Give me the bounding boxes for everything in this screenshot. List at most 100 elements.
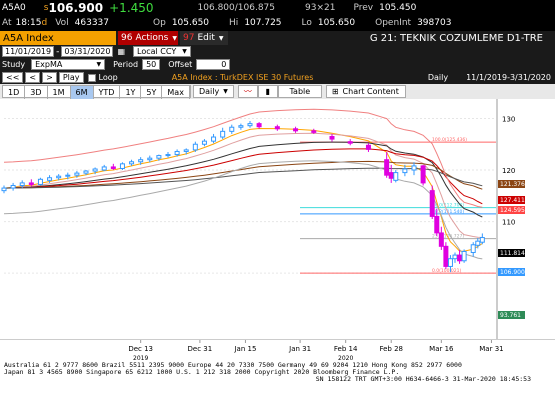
x-axis-svg: Dec 13 2019 Dec 31 Jan 15 Jan 31 Feb 14 2020 Fe… bbox=[128, 340, 504, 362]
tab-5y[interactable]: 5Y bbox=[141, 86, 163, 99]
open-interest-value: 398703 bbox=[417, 18, 452, 28]
actions-number: 96 bbox=[121, 33, 133, 43]
frequency-select[interactable]: Daily ▼ bbox=[192, 85, 234, 98]
right-value-label: 106.900 bbox=[500, 269, 525, 276]
x-tick-label: Mar 16 bbox=[429, 345, 454, 353]
chart-svg: 100110120130100.0(125.436)50.0(112.700)3… bbox=[1, 99, 525, 339]
candle-body bbox=[452, 254, 458, 260]
upper-band-line bbox=[3, 108, 483, 208]
right-value-badge bbox=[498, 196, 525, 204]
step-forward-button[interactable]: > bbox=[42, 72, 57, 83]
tab-1m[interactable]: 1M bbox=[48, 86, 71, 99]
candle-body bbox=[156, 155, 162, 159]
candle-body bbox=[101, 166, 107, 171]
x-tick-label: Dec 31 bbox=[188, 345, 213, 353]
loop-checkbox[interactable] bbox=[87, 73, 96, 82]
candle-body bbox=[311, 130, 317, 133]
bid-ask-size: 93×21 bbox=[305, 3, 336, 13]
timeframe-tabs: 1D 3D 1M 6M YTD 1Y 5Y Max Daily ▼ 〰 ▮ Table ⊞ C… bbox=[0, 84, 555, 99]
candle-body bbox=[138, 159, 144, 163]
prev-label: Prev bbox=[353, 3, 374, 13]
candle-body bbox=[19, 182, 25, 186]
x-tick-label: Dec 13 bbox=[128, 345, 153, 353]
table-button[interactable]: Table bbox=[277, 85, 322, 98]
y-tick-label: 120 bbox=[502, 167, 515, 175]
moving-average-line bbox=[3, 141, 483, 218]
tab-1d[interactable]: 1D bbox=[3, 86, 26, 99]
study-label: Study bbox=[2, 60, 26, 69]
line-chart-button[interactable]: 〰 bbox=[237, 85, 258, 98]
right-value-label: 124.595 bbox=[500, 207, 525, 214]
tab-max[interactable]: Max bbox=[162, 86, 190, 99]
candle-body bbox=[28, 182, 34, 185]
last-price: 106.900 bbox=[48, 1, 104, 15]
start-date-field[interactable]: 11/01/2019 bbox=[2, 46, 55, 57]
candle-body bbox=[74, 172, 80, 176]
candle-body bbox=[183, 149, 189, 152]
low-label: Lo bbox=[301, 18, 312, 28]
candle-body bbox=[211, 136, 217, 142]
candle-body bbox=[438, 232, 444, 247]
play-button[interactable]: Play bbox=[58, 72, 84, 83]
currency-select[interactable]: Local CCY ▼ bbox=[133, 46, 191, 57]
x-tick-label: Mar 31 bbox=[479, 345, 503, 353]
tab-ytd[interactable]: YTD bbox=[94, 86, 121, 99]
candle-body bbox=[147, 157, 153, 161]
open-interest-label: OpenInt bbox=[375, 18, 412, 28]
candle-body bbox=[388, 172, 394, 179]
step-forward-icon: > bbox=[46, 73, 53, 82]
timeframe-tab-group: 1D 3D 1M 6M YTD 1Y 5Y Max bbox=[2, 85, 191, 99]
security-input[interactable]: A5A Index bbox=[0, 31, 116, 45]
right-value-badge bbox=[498, 206, 525, 214]
tab-6m[interactable]: 6M bbox=[70, 86, 94, 99]
candle-body bbox=[365, 144, 371, 150]
chart-content-button[interactable]: ⊞ Chart Content bbox=[325, 85, 406, 98]
offset-label: Offset bbox=[168, 60, 193, 69]
candle-body bbox=[434, 215, 440, 234]
period-label: Period bbox=[113, 60, 139, 69]
edit-menu[interactable]: 97 Edit ▼ bbox=[180, 31, 228, 45]
period-input[interactable]: 50 bbox=[142, 59, 161, 70]
x-year-label: 2019 bbox=[133, 355, 148, 362]
chevron-down-icon: ▼ bbox=[172, 34, 177, 42]
tab-1y[interactable]: 1Y bbox=[120, 86, 142, 99]
rewind-button[interactable]: << bbox=[2, 72, 24, 83]
candle-body bbox=[420, 165, 426, 184]
playback-bar: << < > Play Loop A5A Index : TurkDEX ISE… bbox=[0, 71, 555, 84]
candle-body bbox=[220, 130, 226, 138]
right-value-label: 121.376 bbox=[500, 181, 525, 188]
open-label: Op bbox=[153, 18, 166, 28]
price-chart[interactable]: 100110120130100.0(125.436)50.0(112.700)3… bbox=[0, 99, 555, 339]
step-back-icon: < bbox=[29, 73, 37, 82]
candle-body bbox=[470, 244, 476, 254]
candle-body bbox=[479, 237, 485, 243]
prev-value: 105.450 bbox=[379, 3, 417, 13]
candle-body bbox=[229, 126, 235, 132]
grid-icon: ⊞ bbox=[331, 87, 339, 96]
actions-menu[interactable]: 96 Actions ▼ bbox=[118, 31, 178, 45]
offset-input[interactable]: 0 bbox=[196, 59, 231, 70]
y-tick-label: 130 bbox=[502, 115, 515, 123]
open-value: 105.650 bbox=[171, 18, 210, 28]
actions-label: Actions bbox=[135, 33, 169, 43]
moving-average-line bbox=[3, 167, 483, 189]
right-value-badge bbox=[498, 268, 525, 276]
candle-chart-button[interactable]: ▮ bbox=[257, 85, 278, 98]
lower-band-line bbox=[3, 160, 483, 260]
x-tick-label: Jan 15 bbox=[233, 345, 256, 353]
end-date-field[interactable]: 03/31/2020 bbox=[61, 46, 114, 57]
candle-body bbox=[274, 126, 280, 130]
footer: Australia 61 2 9777 8600 Brazil 5511 239… bbox=[0, 361, 555, 400]
candle-body bbox=[411, 165, 417, 171]
right-value-badge bbox=[498, 180, 525, 188]
quote-time: 18:15 bbox=[15, 18, 42, 28]
last-change-marker: s bbox=[43, 3, 49, 13]
line-chart-icon: 〰 bbox=[243, 87, 252, 96]
ticker-symbol[interactable]: A5A0 bbox=[2, 3, 26, 13]
step-back-button[interactable]: < bbox=[25, 72, 41, 83]
tab-3d[interactable]: 3D bbox=[25, 86, 48, 99]
study-select[interactable]: ExpMA ▼ bbox=[31, 59, 106, 70]
frequency-label: Daily bbox=[427, 73, 449, 82]
right-value-label: 111.814 bbox=[500, 250, 525, 257]
calendar-icon[interactable]: ▦ bbox=[117, 47, 126, 56]
